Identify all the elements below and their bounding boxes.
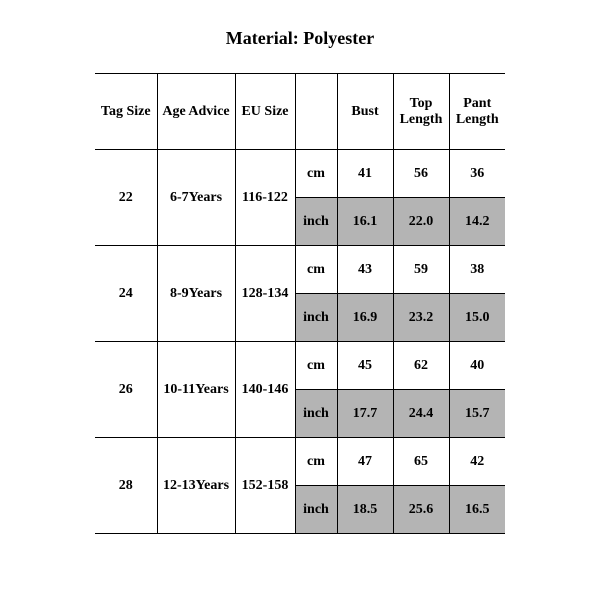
cell-unit-inch: inch — [295, 486, 337, 534]
table-header-row: Tag Size Age Advice EU Size Bust Top Len… — [95, 74, 505, 150]
cell-pant-inch: 15.7 — [449, 390, 505, 438]
page: Material: Polyester Tag Size Age Advice … — [0, 0, 600, 600]
cell-bust-cm: 45 — [337, 342, 393, 390]
cell-bust-cm: 43 — [337, 246, 393, 294]
table-row: 26 10-11Years 140-146 cm 45 62 40 — [95, 342, 505, 390]
table-row: 24 8-9Years 128-134 cm 43 59 38 — [95, 246, 505, 294]
cell-unit-cm: cm — [295, 246, 337, 294]
cell-top-cm: 62 — [393, 342, 449, 390]
cell-eu: 116-122 — [235, 150, 295, 246]
cell-pant-inch: 16.5 — [449, 486, 505, 534]
cell-bust-cm: 47 — [337, 438, 393, 486]
table-body: 22 6-7Years 116-122 cm 41 56 36 inch 16.… — [95, 150, 505, 534]
cell-age: 12-13Years — [157, 438, 235, 534]
cell-bust-inch: 17.7 — [337, 390, 393, 438]
col-header-top: Top Length — [393, 74, 449, 150]
col-header-bust: Bust — [337, 74, 393, 150]
cell-unit-inch: inch — [295, 294, 337, 342]
cell-bust-inch: 18.5 — [337, 486, 393, 534]
cell-top-inch: 22.0 — [393, 198, 449, 246]
col-header-unit — [295, 74, 337, 150]
col-header-eu: EU Size — [235, 74, 295, 150]
cell-top-cm: 59 — [393, 246, 449, 294]
cell-eu: 140-146 — [235, 342, 295, 438]
cell-top-cm: 56 — [393, 150, 449, 198]
size-table: Tag Size Age Advice EU Size Bust Top Len… — [95, 73, 505, 534]
cell-pant-inch: 14.2 — [449, 198, 505, 246]
cell-pant-cm: 40 — [449, 342, 505, 390]
cell-bust-cm: 41 — [337, 150, 393, 198]
table-row: 28 12-13Years 152-158 cm 47 65 42 — [95, 438, 505, 486]
cell-tag: 24 — [95, 246, 157, 342]
cell-unit-cm: cm — [295, 150, 337, 198]
cell-bust-inch: 16.9 — [337, 294, 393, 342]
cell-top-cm: 65 — [393, 438, 449, 486]
cell-pant-cm: 36 — [449, 150, 505, 198]
cell-eu: 152-158 — [235, 438, 295, 534]
cell-pant-cm: 42 — [449, 438, 505, 486]
cell-unit-inch: inch — [295, 198, 337, 246]
cell-bust-inch: 16.1 — [337, 198, 393, 246]
cell-eu: 128-134 — [235, 246, 295, 342]
cell-age: 8-9Years — [157, 246, 235, 342]
col-header-pant: Pant Length — [449, 74, 505, 150]
cell-top-inch: 24.4 — [393, 390, 449, 438]
cell-tag: 26 — [95, 342, 157, 438]
col-header-tag: Tag Size — [95, 74, 157, 150]
cell-age: 10-11Years — [157, 342, 235, 438]
cell-pant-inch: 15.0 — [449, 294, 505, 342]
cell-age: 6-7Years — [157, 150, 235, 246]
cell-top-inch: 23.2 — [393, 294, 449, 342]
table-row: 22 6-7Years 116-122 cm 41 56 36 — [95, 150, 505, 198]
cell-unit-cm: cm — [295, 342, 337, 390]
cell-unit-cm: cm — [295, 438, 337, 486]
cell-top-inch: 25.6 — [393, 486, 449, 534]
page-title: Material: Polyester — [0, 28, 600, 49]
cell-tag: 22 — [95, 150, 157, 246]
cell-unit-inch: inch — [295, 390, 337, 438]
col-header-age: Age Advice — [157, 74, 235, 150]
cell-tag: 28 — [95, 438, 157, 534]
cell-pant-cm: 38 — [449, 246, 505, 294]
